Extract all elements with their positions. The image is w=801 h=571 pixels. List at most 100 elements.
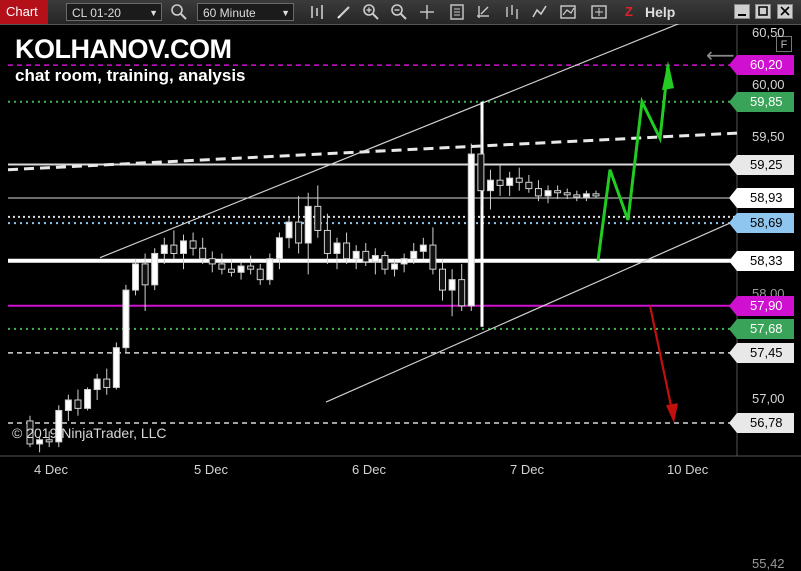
instrument-value: CL 01-20 (72, 6, 121, 20)
close-icon (780, 6, 790, 16)
candle-body (122, 289, 130, 349)
chevron-down-icon: ▼ (149, 8, 158, 18)
time-tick-label: 10 Dec (667, 462, 709, 477)
price-marker-label[interactable]: 57,68 (729, 318, 794, 339)
candle-body (592, 193, 600, 197)
z-order-button[interactable]: Z (625, 4, 633, 19)
strategy-icon (477, 6, 489, 18)
price-marker-label[interactable]: 57,45 (729, 342, 794, 363)
interval-selector[interactable]: 60 Minute ▼ (197, 3, 294, 21)
projection-arrows (596, 60, 678, 424)
candle-body (84, 389, 92, 409)
share-button[interactable] (590, 3, 608, 21)
bullish-projection-path (596, 64, 670, 261)
candle-body (419, 244, 427, 252)
candle-body (199, 247, 207, 260)
drawing-objects (7, 24, 738, 403)
crosshair-icon (420, 5, 434, 19)
candle-body (343, 242, 351, 260)
indicators-button[interactable] (531, 3, 549, 21)
price-tick-label-partial: 55,42 (752, 556, 785, 571)
strategies-button[interactable] (474, 3, 492, 21)
close-button[interactable] (777, 4, 793, 19)
brand-tagline: chat room, training, analysis (15, 66, 246, 85)
zoom-in-button[interactable] (362, 3, 380, 21)
price-marker-label[interactable]: 58,69 (729, 213, 794, 234)
candle-body (486, 179, 494, 192)
candle-body (391, 263, 399, 270)
price-marker-label[interactable]: 59,85 (729, 91, 794, 112)
candle-body (26, 420, 34, 445)
price-tick-label: 57,00 (752, 391, 785, 406)
candle-body (141, 263, 149, 286)
help-menu[interactable]: Help (645, 4, 676, 20)
properties-button[interactable] (448, 3, 466, 21)
copyright-text: © 2019 NinjaTrader, LLC (12, 425, 167, 441)
price-marker-label[interactable]: 58,33 (729, 250, 794, 271)
candle-body (515, 177, 523, 183)
zoom-out-button[interactable] (390, 3, 408, 21)
price-tick-label: 59,50 (752, 129, 785, 145)
candle-body (266, 258, 274, 281)
candle-body (362, 250, 370, 263)
candle-body (132, 263, 140, 291)
drawing-tool-button[interactable] (335, 3, 353, 21)
candle-body (582, 193, 590, 198)
candle-body (304, 205, 312, 244)
interval-value: 60 Minute (203, 6, 256, 20)
channel-upper-line (99, 24, 680, 259)
properties-icon (450, 4, 464, 20)
data-series-icon (506, 5, 518, 19)
candle-body (55, 409, 63, 443)
price-marker-label[interactable]: 56,78 (729, 413, 794, 434)
price-marker-label[interactable]: 58,93 (729, 187, 794, 208)
bullish-arrowhead (662, 60, 674, 91)
time-tick-label: 7 Dec (510, 462, 544, 477)
bars-icon (311, 5, 323, 19)
price-marker-label[interactable]: 60,20 (729, 55, 794, 76)
candle-body (247, 265, 255, 270)
candle-body (112, 347, 120, 388)
chart-toolbar: Chart CL 01-20 ▼ 60 Minute ▼ (0, 0, 801, 25)
candle-body (151, 252, 159, 286)
time-tick-label: 6 Dec (352, 462, 386, 477)
time-tick-label: 4 Dec (34, 462, 68, 477)
candle-body (400, 258, 408, 265)
price-marker-label[interactable]: 57,90 (729, 295, 794, 316)
price-chart[interactable] (0, 24, 801, 480)
candle-body (36, 439, 44, 445)
candle-body (496, 179, 504, 186)
scroll-back-icon[interactable]: ⟵ (706, 45, 735, 67)
candle-body (410, 250, 418, 260)
chart-style-button[interactable] (308, 3, 326, 21)
candle-body (218, 263, 226, 270)
candle-body (160, 244, 168, 254)
crosshair-button[interactable] (418, 3, 436, 21)
candle-body (448, 279, 456, 291)
templates-button[interactable] (559, 3, 577, 21)
maximize-button[interactable] (755, 4, 771, 19)
candle-body (237, 265, 245, 273)
candle-body (227, 268, 235, 273)
instrument-selector[interactable]: CL 01-20 ▼ (66, 3, 162, 21)
candle-body (179, 240, 187, 254)
indicator-icon (532, 5, 547, 18)
candle-body (563, 192, 571, 196)
minimize-button[interactable] (734, 4, 750, 19)
channel-lower-line (325, 219, 738, 403)
candle-body (352, 250, 360, 260)
bearish-arrowhead (666, 403, 678, 424)
time-tick-label: 5 Dec (194, 462, 228, 477)
search-icon (171, 4, 187, 20)
data-series-button[interactable] (503, 3, 521, 21)
f-button[interactable]: F (776, 36, 792, 52)
candle-body (256, 268, 264, 281)
pencil-icon (337, 6, 350, 19)
candle-body (295, 221, 303, 244)
chart-title-tab[interactable]: Chart (0, 0, 48, 24)
candle-body (208, 258, 216, 265)
price-tick-label: 60,00 (752, 77, 785, 92)
minimize-icon (738, 14, 746, 16)
price-marker-label[interactable]: 59,25 (729, 154, 794, 175)
search-button[interactable] (170, 3, 188, 21)
